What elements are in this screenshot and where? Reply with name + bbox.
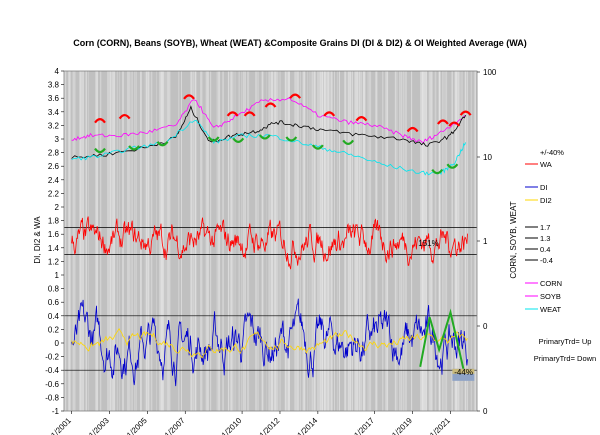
bottom-marker [311, 144, 324, 150]
legend-item: 0.4 [540, 245, 550, 254]
top-marker [289, 93, 302, 99]
series-soyb [71, 96, 466, 143]
y-right-tick-label: 100 [483, 68, 497, 77]
chart-title: Corn (CORN), Beans (SOYB), Wheat (WEAT) … [73, 38, 527, 48]
x-tick-label: 1/2005 [125, 416, 149, 435]
annotation-di-box-top [452, 368, 475, 374]
bottom-marker [156, 141, 169, 147]
series-wa [71, 216, 468, 270]
y-left-tick-label: 3.4 [48, 108, 60, 117]
top-marker [264, 102, 277, 108]
legend-item: 1.7 [540, 223, 550, 232]
x-tick-label: 1/2017 [352, 416, 376, 435]
y-left-tick-label: 2.2 [48, 189, 60, 198]
bottom-marker [94, 147, 106, 154]
top-marker [459, 110, 472, 116]
y-left-tick-label: 0 [55, 339, 60, 348]
x-tick-label: 1/2007 [163, 416, 187, 435]
y-left-tick-label: 3 [55, 135, 60, 144]
y-right-tick-label: 0 [483, 322, 488, 331]
y-left-tick-label: 3.6 [48, 94, 60, 103]
y-left-tick-label: 1.4 [48, 244, 60, 253]
x-tick-label: 1/2001 [49, 416, 73, 435]
y-left-tick-label: 3.2 [48, 121, 60, 130]
legend-item: PrimaryTrd= Down [534, 354, 596, 363]
x-tick-label: 1/2012 [258, 416, 282, 435]
y-left-tick-label: -1 [52, 407, 60, 416]
y-left-tick-label: 4 [55, 67, 60, 76]
series-di2 [71, 328, 468, 359]
y-left-tick-label: -0.8 [45, 393, 59, 402]
y-left-tick-label: -0.2 [45, 353, 59, 362]
top-marker [406, 126, 419, 133]
legend-item: -0.4 [540, 256, 553, 265]
x-tick-label: 1/2014 [296, 416, 320, 435]
x-tick-label: 1/2019 [390, 416, 414, 435]
y-left-tick-label: 0.2 [48, 325, 60, 334]
primary-trend-line [419, 308, 465, 371]
y-left-tick-label: 3.8 [48, 81, 60, 90]
legend-item: DI2 [540, 196, 552, 205]
bottom-marker [232, 137, 245, 143]
x-tick-label: 1/2010 [220, 416, 244, 435]
y-left-tick-label: 0.8 [48, 285, 60, 294]
bottom-marker [207, 136, 220, 142]
legend-item: WA [540, 160, 552, 169]
x-tick-label: 1/2003 [87, 416, 111, 435]
top-marker [118, 113, 131, 120]
bottom-marker [285, 136, 298, 142]
legend: +/-40% WA DI DI2 1.7 1.3 0.4 -0.4 CORN SOYB WEAT Pr… [525, 148, 596, 363]
y-axis-left-label: DI, DI2 & WA [33, 216, 42, 264]
y-left-tick-label: 1.2 [48, 257, 60, 266]
bottom-marker [258, 134, 271, 140]
y-left-tick-label: 0.6 [48, 298, 60, 307]
series-weat [71, 119, 466, 176]
top-marker [323, 111, 336, 117]
legend-item: DI [540, 183, 548, 192]
x-tick-label: 1/2021 [428, 416, 452, 435]
bottom-marker [446, 163, 459, 169]
bottom-marker [128, 145, 140, 151]
y-left-tick-label: 2.6 [48, 162, 60, 171]
y-axis-right-label: CORN, SOYB, WEAT [509, 201, 518, 278]
bottom-marker [431, 168, 444, 175]
top-marker [437, 119, 449, 125]
y-right-tick-label: 10 [483, 153, 492, 162]
legend-item: PrimaryTrd= Up [539, 337, 592, 346]
legend-item: WEAT [540, 305, 562, 314]
y-right-tick-label: 1 [483, 237, 488, 246]
y-left-tick-label: -0.4 [45, 366, 59, 375]
top-marker [355, 116, 368, 122]
y-left-tick-label: 2.4 [48, 176, 60, 185]
series-di [71, 298, 468, 387]
y-left-tick-label: -0.6 [45, 380, 59, 389]
series-corn [71, 105, 466, 159]
y-left-tick-label: 2.8 [48, 149, 60, 158]
annotation-di: -44% [454, 368, 473, 377]
plot-area: 151% -44% [64, 71, 477, 411]
top-marker [243, 111, 256, 117]
top-marker [94, 118, 106, 124]
y-right-tick-label: 0 [483, 407, 488, 416]
y-left-tick-label: 1.8 [48, 217, 60, 226]
y-left-tick-label: 1 [55, 271, 60, 280]
legend-item: CORN [540, 279, 562, 288]
top-marker [183, 94, 195, 100]
top-marker [448, 121, 461, 127]
y-left-tick-label: 1.6 [48, 230, 60, 239]
y-left-tick-label: 2 [55, 203, 60, 212]
legend-item: 1.3 [540, 234, 550, 243]
top-marker [226, 111, 239, 117]
bottom-marker [342, 139, 355, 145]
annotation-wa: 151% [418, 239, 438, 248]
legend-item: +/-40% [540, 148, 564, 157]
legend-item: SOYB [540, 292, 561, 301]
y-left-tick-label: 0.4 [48, 312, 60, 321]
